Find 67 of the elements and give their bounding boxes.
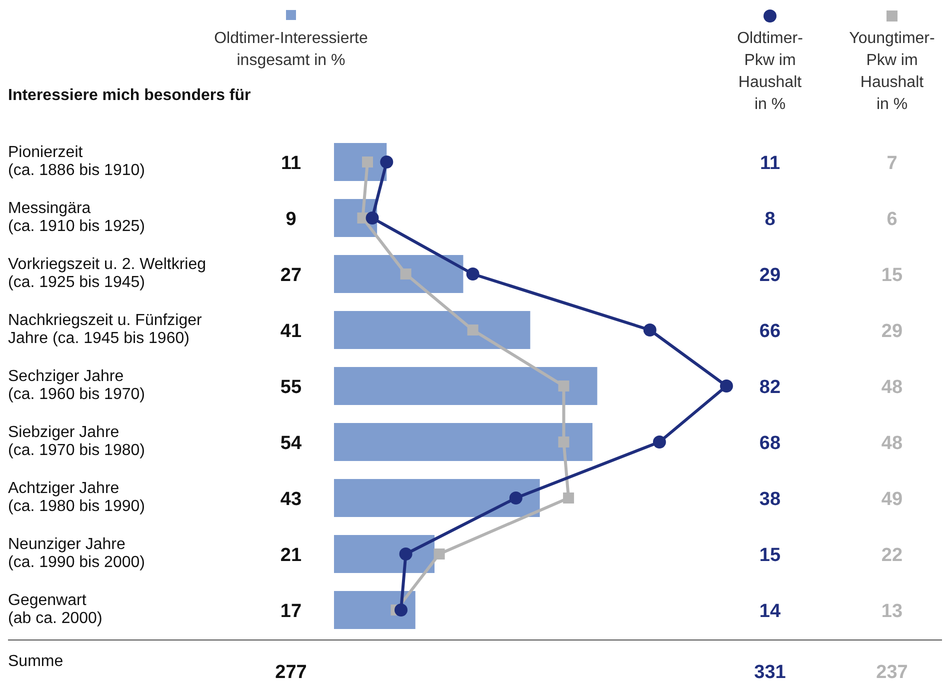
data-label: 55: [280, 377, 302, 398]
y-axis-title: Interessiere mich besonders für: [8, 87, 251, 104]
data-label: 7: [886, 153, 898, 174]
point: [652, 436, 666, 448]
text: 277: [275, 662, 307, 683]
point: [720, 380, 733, 392]
data-label: 8: [764, 209, 776, 230]
y-tick-label: Nachkriegszeit u. Fünfziger Jahre (ca. 1945 bis 1960): [8, 312, 203, 347]
bar: [334, 535, 435, 573]
bar: [334, 423, 592, 461]
y-tick-label: Sechziger Jahre (ca. 1960 bis 1970): [8, 368, 145, 403]
data-label: 66: [759, 321, 781, 342]
data-label: 38: [759, 489, 781, 510]
point: [399, 548, 412, 560]
point: [366, 212, 379, 224]
data-label: 49: [881, 489, 903, 510]
text: Summe: [8, 653, 64, 670]
data-label: 29: [881, 321, 903, 342]
data-label: 82: [759, 377, 781, 398]
point: [558, 380, 570, 392]
bar: [334, 367, 598, 405]
point: [643, 324, 656, 336]
point: [467, 324, 478, 336]
data-label: 15: [759, 545, 781, 566]
y-tick-label: Siebziger Jahre (ca. 1970 bis 1980): [8, 424, 145, 459]
data-label: 11: [280, 153, 302, 174]
point: [434, 548, 445, 560]
data-label: 17: [280, 601, 302, 622]
data-label: 22: [881, 545, 903, 566]
bar: [334, 479, 540, 517]
y-tick-label: Pionierzeit (ca. 1886 bis 1910): [8, 144, 145, 179]
y-tick-label: Achtziger Jahre (ca. 1980 bis 1990): [8, 480, 145, 515]
point: [362, 156, 374, 168]
data-label: 15: [881, 265, 903, 286]
data-label: 6: [886, 209, 898, 230]
bar: [334, 255, 464, 293]
legend-label: Oldtimer-Interessierte insgesamt in %: [214, 30, 368, 69]
text: 331: [754, 662, 786, 683]
point: [394, 604, 408, 616]
data-label: 41: [280, 321, 302, 342]
point: [380, 156, 394, 168]
y-tick-label: Gegenwart (ab ca. 2000): [8, 592, 102, 627]
data-label: 54: [280, 433, 302, 454]
legend-label: Oldtimer-Pkw im Haushalt in %: [737, 30, 803, 113]
point: [400, 268, 412, 280]
point: [509, 492, 522, 504]
point: [558, 436, 570, 448]
data-label: 48: [881, 377, 903, 398]
data-label: 48: [881, 433, 903, 454]
legend-label: Youngtimer-Pkw im Haushalt in %: [849, 30, 935, 113]
data-label: 11: [760, 153, 780, 174]
bar: [334, 591, 416, 629]
y-tick-label: Messingära (ca. 1910 bis 1925): [8, 200, 145, 235]
data-label: 43: [280, 489, 302, 510]
data-label: 9: [286, 209, 296, 230]
point: [466, 268, 480, 280]
y-tick-label: Vorkriegszeit u. 2. Weltkrieg (ca. 1925 bis 1945): [8, 256, 206, 291]
data-label: 27: [280, 265, 302, 286]
bar: [334, 311, 530, 349]
text: 237: [876, 662, 908, 683]
point: [563, 492, 574, 504]
y-tick-label: Neunziger Jahre (ca. 1990 bis 2000): [8, 536, 145, 571]
data-label: 14: [759, 601, 781, 622]
data-label: 13: [881, 601, 903, 622]
data-label: 68: [759, 433, 781, 454]
data-label: 29: [759, 265, 781, 286]
data-label: 21: [280, 545, 302, 566]
